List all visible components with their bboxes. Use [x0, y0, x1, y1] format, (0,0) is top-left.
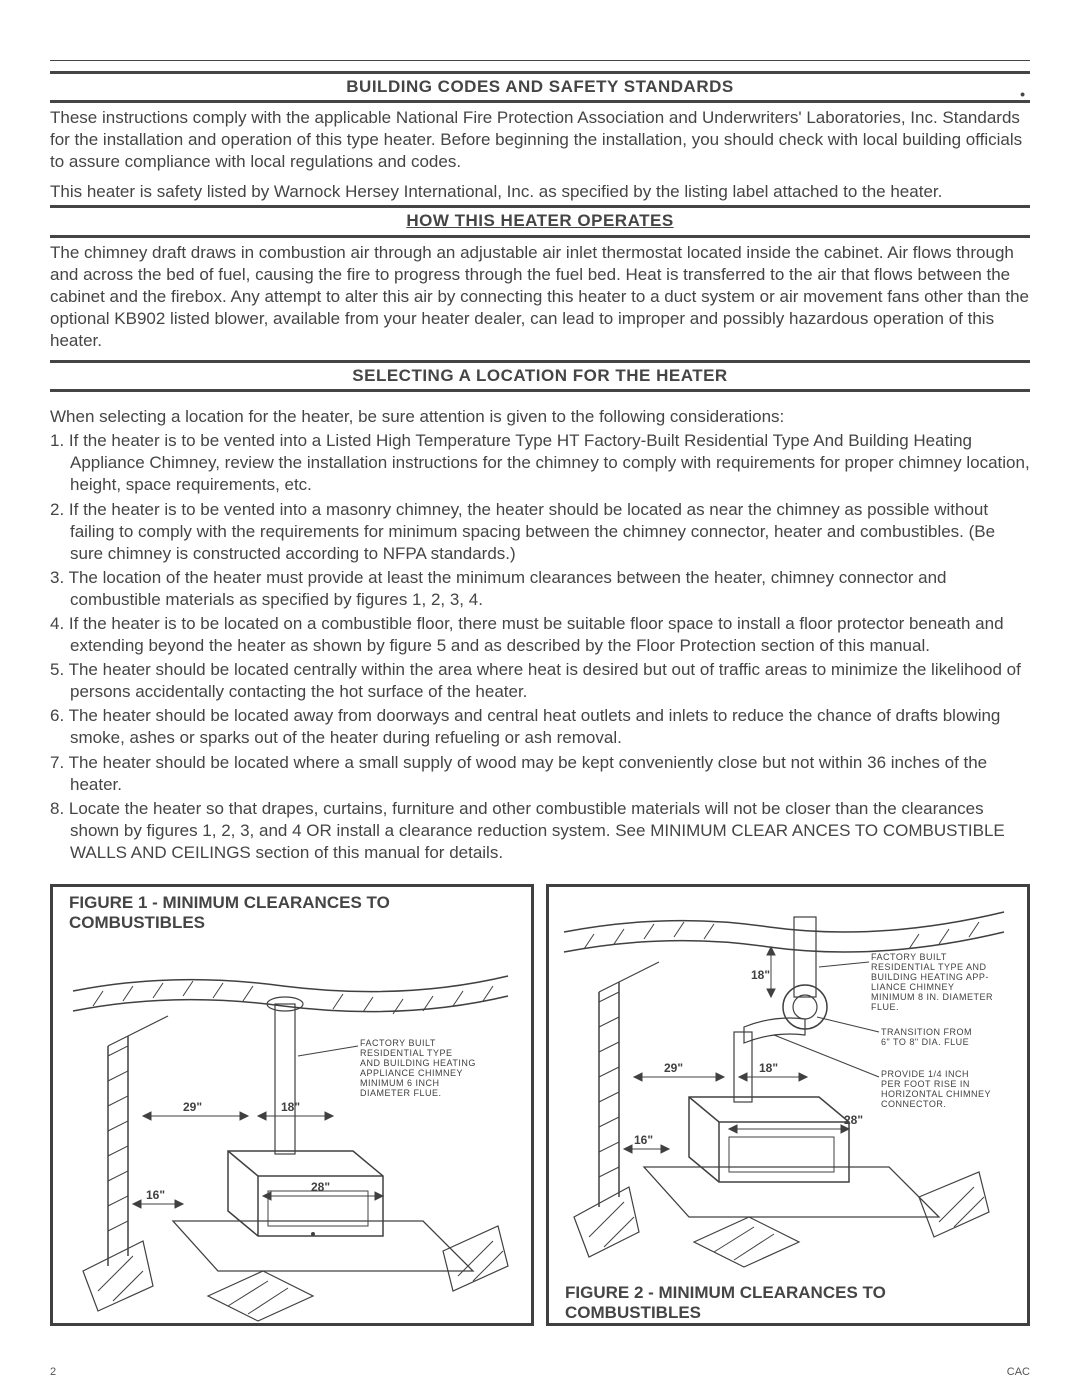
- list-item: 6. The heater should be located away fro…: [50, 705, 1030, 749]
- rule: [50, 100, 1030, 103]
- fig2-dim-28: 28": [844, 1113, 863, 1127]
- list-item: 5. The heater should be located centrall…: [50, 659, 1030, 703]
- figure-1-diagram: 29" 18" 16" 28": [53, 936, 525, 1326]
- page-number: 2: [50, 1365, 56, 1379]
- codes-paragraph-1: These instructions comply with the appli…: [50, 107, 1030, 173]
- svg-text:HORIZONTAL CHIMNEY: HORIZONTAL CHIMNEY: [881, 1089, 991, 1099]
- list-item: 1. If the heater is to be vented into a …: [50, 430, 1030, 496]
- svg-text:MINIMUM 8 IN. DIAMETER: MINIMUM 8 IN. DIAMETER: [871, 992, 993, 1002]
- section-title-location: SELECTING A LOCATION FOR THE HEATER: [50, 363, 1030, 389]
- list-item: 2. If the heater is to be vented into a …: [50, 499, 1030, 565]
- location-intro: When selecting a location for the heater…: [50, 406, 1030, 428]
- fig2-dim-ceiling: 18": [751, 968, 770, 982]
- svg-text:FACTORY BUILT: FACTORY BUILT: [871, 952, 947, 962]
- list-item: 3. The location of the heater must provi…: [50, 567, 1030, 611]
- svg-text:DIAMETER FLUE.: DIAMETER FLUE.: [360, 1088, 442, 1098]
- svg-text:APPLIANCE CHIMNEY: APPLIANCE CHIMNEY: [360, 1068, 463, 1078]
- svg-text:6" TO 8" DIA. FLUE: 6" TO 8" DIA. FLUE: [881, 1037, 969, 1047]
- svg-text:LIANCE CHIMNEY: LIANCE CHIMNEY: [871, 982, 955, 992]
- figure-2-title: FIGURE 2 - MINIMUM CLEARANCES TO COMBUST…: [549, 1279, 1027, 1330]
- svg-text:AND BUILDING HEATING: AND BUILDING HEATING: [360, 1058, 476, 1068]
- operates-paragraph: The chimney draft draws in combustion ai…: [50, 242, 1030, 352]
- section-title-codes: BUILDING CODES AND SAFETY STANDARDS: [50, 74, 1030, 100]
- manual-page: • BUILDING CODES AND SAFETY STANDARDS Th…: [0, 0, 1080, 1397]
- figure-1-title: FIGURE 1 - MINIMUM CLEARANCES TO COMBUST…: [53, 887, 531, 936]
- list-item: 7. The heater should be located where a …: [50, 752, 1030, 796]
- fig2-note2: TRANSITION FROM 6" TO 8" DIA. FLUE: [881, 1027, 972, 1047]
- fig1-dim-16: 16": [146, 1188, 165, 1202]
- svg-text:TRANSITION FROM: TRANSITION FROM: [881, 1027, 972, 1037]
- fig2-dim-16: 16": [634, 1133, 653, 1147]
- svg-text:RESIDENTIAL TYPE: RESIDENTIAL TYPE: [360, 1048, 453, 1058]
- fig1-dim-29: 29": [183, 1100, 202, 1114]
- svg-text:FACTORY BUILT: FACTORY BUILT: [360, 1038, 436, 1048]
- list-item: 4. If the heater is to be located on a c…: [50, 613, 1030, 657]
- figure-2-diagram: 18" 29" 18": [549, 887, 1021, 1279]
- list-item: 8. Locate the heater so that drapes, cur…: [50, 798, 1030, 864]
- fig2-dim-18r: 18": [759, 1061, 778, 1075]
- svg-text:PER FOOT RISE IN: PER FOOT RISE IN: [881, 1079, 970, 1089]
- fig2-dim-29: 29": [664, 1061, 683, 1075]
- svg-text:MINIMUM 6 INCH: MINIMUM 6 INCH: [360, 1078, 440, 1088]
- footer-code: CAC: [1007, 1365, 1030, 1379]
- svg-text:BUILDING HEATING APP-: BUILDING HEATING APP-: [871, 972, 989, 982]
- section-title-operates: HOW THIS HEATER OPERATES: [50, 208, 1030, 234]
- fig1-dim-28: 28": [311, 1180, 330, 1194]
- fig1-dim-18: 18": [281, 1100, 300, 1114]
- fig1-note: FACTORY BUILT RESIDENTIAL TYPE AND BUILD…: [360, 1038, 476, 1098]
- fig2-note1: FACTORY BUILT RESIDENTIAL TYPE AND BUILD…: [871, 952, 993, 1012]
- page-footer: 2 CAC: [50, 1365, 1030, 1379]
- stray-mark: •: [1020, 85, 1025, 103]
- codes-paragraph-2: This heater is safety listed by Warnock …: [50, 181, 1030, 203]
- fig2-note3: PROVIDE 1/4 INCH PER FOOT RISE IN HORIZO…: [881, 1069, 991, 1109]
- svg-text:FLUE.: FLUE.: [871, 1002, 899, 1012]
- svg-text:CONNECTOR.: CONNECTOR.: [881, 1099, 946, 1109]
- figure-1: FIGURE 1 - MINIMUM CLEARANCES TO COMBUST…: [50, 884, 534, 1326]
- svg-text:RESIDENTIAL TYPE AND: RESIDENTIAL TYPE AND: [871, 962, 987, 972]
- figures-row: FIGURE 1 - MINIMUM CLEARANCES TO COMBUST…: [50, 884, 1030, 1326]
- rule: [50, 235, 1030, 238]
- figure-2: 18" 29" 18": [546, 884, 1030, 1326]
- location-list: 1. If the heater is to be vented into a …: [50, 430, 1030, 864]
- svg-text:PROVIDE 1/4 INCH: PROVIDE 1/4 INCH: [881, 1069, 969, 1079]
